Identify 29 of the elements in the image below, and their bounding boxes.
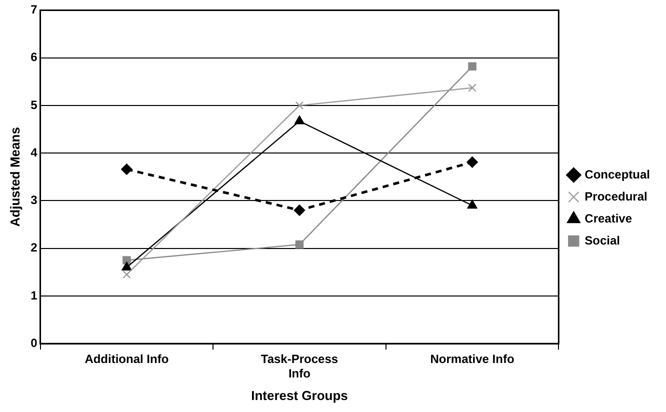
y-axis-title: Adjusted Means — [7, 127, 22, 227]
point — [122, 256, 131, 264]
legend-label: Creative — [584, 211, 632, 226]
y-tick-label: 2 — [30, 240, 38, 255]
x-axis-title: Interest Groups — [251, 388, 348, 403]
x-tick-label: Normative Info — [430, 352, 514, 366]
y-tick-label: 7 — [30, 2, 38, 17]
point — [294, 204, 306, 216]
point — [466, 156, 478, 168]
legend-label: Procedural — [584, 189, 648, 204]
point — [467, 200, 478, 209]
point — [122, 262, 132, 270]
y-tick-label: 1 — [30, 288, 38, 302]
y-tick-label: 5 — [30, 98, 38, 112]
point — [122, 270, 131, 279]
point — [468, 62, 476, 71]
point — [294, 116, 304, 124]
y-tick-label: 6 — [30, 50, 38, 64]
legend-label: Conceptual — [584, 167, 650, 182]
x-tick-label: Additional Info — [84, 352, 169, 366]
y-tick-label: 0 — [30, 336, 38, 350]
point — [121, 164, 132, 175]
point — [468, 84, 476, 92]
x-tick-label: Task-Process Info — [260, 352, 338, 381]
y-tick-label: 4 — [30, 145, 38, 160]
legend-label: Social — [584, 233, 620, 248]
y-tick-label: 3 — [30, 193, 38, 208]
point — [295, 101, 304, 110]
point — [295, 240, 304, 249]
